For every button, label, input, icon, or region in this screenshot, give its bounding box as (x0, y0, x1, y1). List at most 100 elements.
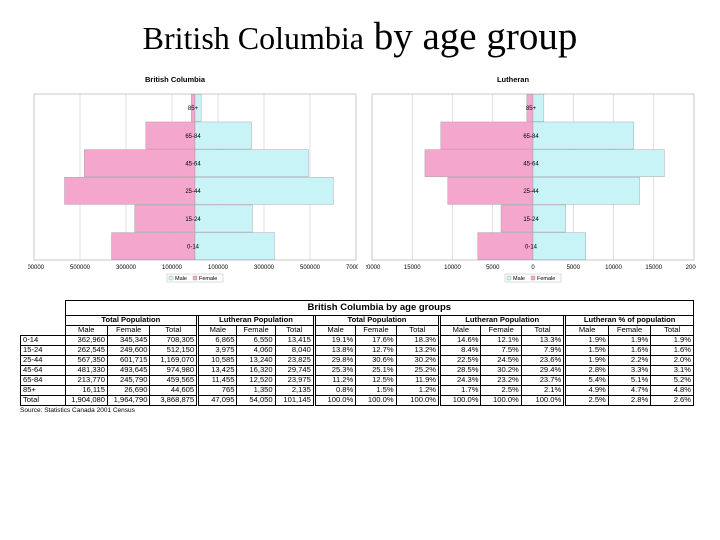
column-gap (438, 315, 441, 326)
x-tick-label: 20000 (366, 265, 381, 271)
x-tick-label: 300000 (116, 265, 137, 271)
column-gap (438, 345, 441, 356)
sub-header: Male (64, 325, 109, 336)
age-label: 15-24 (185, 217, 201, 223)
row-label: 15-24 (20, 345, 66, 356)
column-gap (438, 375, 441, 386)
table-cell: 13,415 (274, 335, 314, 346)
column-gap (438, 355, 441, 366)
table-cell: 3,868,875 (149, 395, 198, 406)
table-cell: 1.2% (395, 385, 440, 396)
column-gap (438, 335, 441, 346)
table-cell: 12.5% (355, 375, 397, 386)
age-label: 25-44 (523, 189, 539, 195)
column-gap (196, 365, 199, 376)
table-source-note: Source: Statistics Canada 2001 Census (20, 407, 135, 414)
row-label: 85+ (20, 385, 66, 396)
sub-header-row: Male Female Total Male Female Total Male Female… (21, 325, 694, 336)
table-cell: 7.9% (520, 345, 565, 356)
column-gap (196, 395, 199, 406)
table-cell: 2.2% (607, 355, 652, 366)
bar-female (532, 177, 640, 205)
column-gap (563, 385, 566, 396)
x-tick-label: 5000 (486, 265, 500, 271)
table-cell: 2.8% (565, 365, 609, 376)
bar-male (145, 121, 196, 150)
bar-female (194, 149, 309, 177)
bar-male (111, 232, 196, 260)
table-cell: 1,964,790 (106, 395, 151, 406)
age-label: 0-14 (525, 244, 538, 250)
table-cell: 30.2% (395, 355, 440, 366)
age-label: 15-24 (523, 217, 539, 223)
table-cell: 24.5% (480, 355, 522, 366)
table-cell: 23.7% (520, 375, 565, 386)
age-label: 25-44 (185, 189, 201, 195)
table-cell: 18.3% (395, 335, 440, 346)
table-row: Total 1,904,080 1,964,790 3,868,875 47,095 54… (20, 395, 694, 406)
x-tick-label: 15000 (645, 265, 662, 271)
table-cell: 249,600 (106, 345, 151, 356)
table-cell: 4,060 (236, 345, 276, 356)
table-cell: 3.3% (607, 365, 652, 376)
group-header: Lutheran % of population (565, 315, 694, 326)
table-cell: 29.8% (314, 355, 357, 366)
table-cell: 5.1% (607, 375, 652, 386)
bar-male (440, 121, 534, 150)
bc-population-pyramid: British Columbia 0-14 15-24 25-44 45-64 65-84… (28, 75, 358, 283)
column-gap (563, 355, 566, 366)
table-cell: 213,770 (64, 375, 109, 386)
empty-cell (21, 301, 66, 316)
table-cell: 47,095 (198, 395, 238, 406)
age-label: 85+ (188, 106, 199, 112)
table-cell: 3.1% (650, 365, 694, 376)
x-tick-label: 0 (531, 265, 535, 271)
sub-header: Male (440, 325, 482, 336)
lutheran-population-pyramid: Lutheran 0-14 15-24 25-44 45-64 65-84 85+ 20000… (366, 75, 696, 283)
table-cell: 54,050 (236, 395, 276, 406)
table-cell: 974,980 (149, 365, 198, 376)
table-cell: 601,715 (106, 355, 151, 366)
table-cell: 13.8% (314, 345, 357, 356)
age-label: 0-14 (187, 244, 200, 250)
column-gap (196, 345, 199, 356)
row-label: 0-14 (20, 335, 66, 346)
x-tick-label: 300000 (254, 265, 275, 271)
bar-female (194, 177, 334, 205)
table-cell: 2.5% (565, 395, 609, 406)
table-cell: 100.0% (440, 395, 482, 406)
table-cell: 11.2% (314, 375, 357, 386)
table-cell: 12.7% (355, 345, 397, 356)
table-row: 65-84 213,770 245,790 459,565 11,455 12,520 23… (20, 375, 694, 386)
table-cell: 14.6% (440, 335, 482, 346)
table-title: British Columbia by age groups (64, 300, 695, 316)
legend-swatch-female (530, 275, 536, 281)
row-label: 45-64 (20, 365, 66, 376)
column-gap (313, 375, 316, 386)
table-cell: 25.3% (314, 365, 357, 376)
table-cell: 29,745 (274, 365, 314, 376)
age-label: 85+ (526, 106, 537, 112)
table-cell: 30.6% (355, 355, 397, 366)
table-cell: 10,585 (198, 355, 238, 366)
bar-male (500, 204, 534, 233)
column-gap (438, 395, 441, 406)
table-cell: 765 (198, 385, 238, 396)
legend-swatch-male (168, 275, 174, 281)
table-cell: 2,135 (274, 385, 314, 396)
column-gap (313, 345, 316, 356)
sub-header: Female (480, 325, 522, 336)
age-label: 45-64 (185, 161, 201, 167)
table-row: 0-14 362,960 345,345 708,305 6,865 6,550 13,41… (20, 335, 694, 346)
table-cell: 1,169,070 (149, 355, 198, 366)
column-gap (563, 335, 566, 346)
table-cell: 4.7% (607, 385, 652, 396)
legend-label-male: Male (175, 276, 187, 282)
x-tick-label: 5000 (567, 265, 581, 271)
table-cell: 1.6% (650, 345, 694, 356)
table-cell: 24.3% (440, 375, 482, 386)
table-cell: 13,425 (198, 365, 238, 376)
table-cell: 44,605 (149, 385, 198, 396)
column-gap (196, 385, 199, 396)
table-cell: 100.0% (314, 395, 357, 406)
